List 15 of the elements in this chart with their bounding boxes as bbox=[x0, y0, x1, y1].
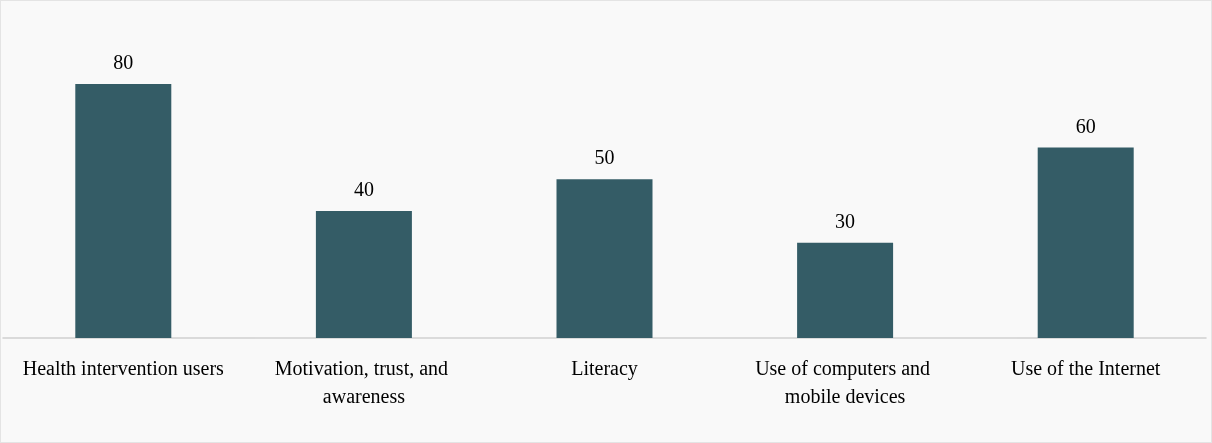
x-tick-label: Use of computers and mobile devices bbox=[755, 357, 936, 407]
data-label: 80 bbox=[113, 51, 134, 73]
x-tick-label: Use of the Internet bbox=[1011, 357, 1161, 379]
data-label: 60 bbox=[1075, 114, 1096, 137]
data-label: 30 bbox=[835, 209, 856, 232]
x-tick-label: Health intervention users bbox=[22, 357, 225, 379]
x-tick-label: Literacy bbox=[571, 357, 638, 380]
x-tick-label: Motivation, trust, and awareness bbox=[274, 357, 454, 407]
bar bbox=[75, 84, 172, 338]
bar bbox=[797, 242, 894, 338]
bar bbox=[315, 211, 412, 338]
bar bbox=[556, 179, 653, 338]
data-label: 50 bbox=[594, 146, 615, 169]
data-label: 40 bbox=[353, 178, 374, 200]
bar bbox=[1037, 147, 1134, 338]
